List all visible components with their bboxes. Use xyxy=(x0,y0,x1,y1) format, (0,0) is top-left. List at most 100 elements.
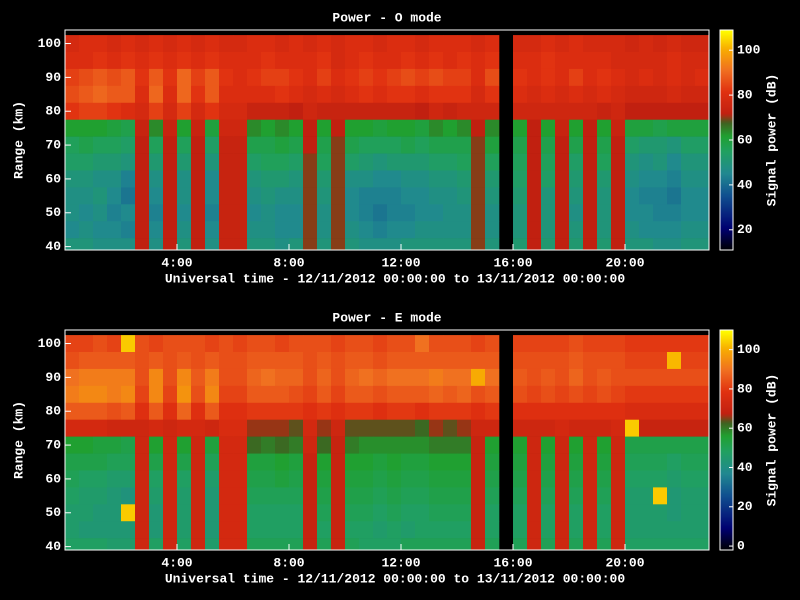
heatmap-cell xyxy=(373,403,387,420)
heatmap-cell xyxy=(331,504,345,521)
heatmap-cell xyxy=(429,420,443,437)
heatmap-cell xyxy=(317,487,331,504)
heatmap-cell xyxy=(359,420,373,437)
y-tick-label: 90 xyxy=(45,70,61,85)
heatmap-cell xyxy=(695,35,709,52)
heatmap-cell xyxy=(569,137,583,154)
heatmap-cell xyxy=(191,437,205,454)
heatmap-cell xyxy=(289,86,303,103)
heatmap-cell xyxy=(247,204,261,221)
heatmap-cell xyxy=(289,504,303,521)
heatmap-cell xyxy=(177,504,191,521)
heatmap-cell xyxy=(79,487,93,504)
heatmap-cell xyxy=(317,170,331,187)
heatmap-cell xyxy=(555,204,569,221)
heatmap-cell xyxy=(247,504,261,521)
heatmap-cell xyxy=(233,103,247,120)
heatmap-cell xyxy=(191,35,205,52)
heatmap-cell xyxy=(541,504,555,521)
heatmap-cell xyxy=(639,487,653,504)
heatmap-cell xyxy=(541,52,555,69)
heatmap-cell xyxy=(485,521,499,538)
heatmap-cell xyxy=(429,52,443,69)
heatmap-cell xyxy=(107,221,121,238)
heatmap-cells xyxy=(65,335,709,555)
x-tick-label: 20:00 xyxy=(605,555,644,570)
heatmap-cell xyxy=(443,86,457,103)
heatmap-cell xyxy=(625,221,639,238)
heatmap-cell xyxy=(331,437,345,454)
y-tick-label: 90 xyxy=(45,370,61,385)
heatmap-cell xyxy=(107,187,121,204)
heatmap-cell xyxy=(513,221,527,238)
heatmap-cells xyxy=(65,35,709,255)
heatmap-cell xyxy=(303,487,317,504)
heatmap-cell xyxy=(401,487,415,504)
heatmap-cell xyxy=(219,35,233,52)
heatmap-cell xyxy=(653,154,667,171)
heatmap-cell xyxy=(667,221,681,238)
heatmap-cell xyxy=(163,369,177,386)
heatmap-cell xyxy=(135,103,149,120)
heatmap-cell xyxy=(331,137,345,154)
heatmap-cell xyxy=(639,470,653,487)
heatmap-cell xyxy=(681,420,695,437)
heatmap-cell xyxy=(135,352,149,369)
heatmap-cell xyxy=(401,154,415,171)
heatmap-cell xyxy=(177,454,191,471)
heatmap-cell xyxy=(247,221,261,238)
heatmap-cell xyxy=(611,437,625,454)
heatmap-cell xyxy=(639,369,653,386)
heatmap-cell xyxy=(149,204,163,221)
heatmap-cell xyxy=(387,386,401,403)
heatmap-cell xyxy=(331,386,345,403)
heatmap-cell xyxy=(569,335,583,352)
heatmap-cell xyxy=(415,352,429,369)
heatmap-cell xyxy=(597,369,611,386)
heatmap-cell xyxy=(443,352,457,369)
heatmap-cell xyxy=(569,504,583,521)
heatmap-cell xyxy=(513,504,527,521)
heatmap-cell xyxy=(303,335,317,352)
heatmap-cell xyxy=(275,504,289,521)
heatmap-cell xyxy=(541,221,555,238)
heatmap-cell xyxy=(457,454,471,471)
heatmap-cell xyxy=(695,154,709,171)
heatmap-cell xyxy=(485,120,499,137)
heatmap-cell xyxy=(373,420,387,437)
heatmap-cell xyxy=(667,487,681,504)
heatmap-cell xyxy=(107,52,121,69)
heatmap-cell xyxy=(149,521,163,538)
heatmap-cell xyxy=(275,403,289,420)
heatmap-cell xyxy=(373,204,387,221)
heatmap-cell xyxy=(597,187,611,204)
heatmap-cell xyxy=(415,454,429,471)
heatmap-cell xyxy=(247,335,261,352)
heatmap-cell xyxy=(555,221,569,238)
heatmap-cell xyxy=(247,437,261,454)
heatmap-cell xyxy=(485,454,499,471)
heatmap-cell xyxy=(625,369,639,386)
heatmap-cell xyxy=(681,69,695,86)
heatmap-cell xyxy=(359,487,373,504)
panel-title: Power - E mode xyxy=(332,310,441,325)
heatmap-cell xyxy=(443,187,457,204)
heatmap-cell xyxy=(443,403,457,420)
heatmap-cell xyxy=(93,420,107,437)
heatmap-cell xyxy=(79,137,93,154)
heatmap-cell xyxy=(569,403,583,420)
heatmap-cell xyxy=(79,521,93,538)
heatmap-cell xyxy=(471,86,485,103)
heatmap-cell xyxy=(667,120,681,137)
heatmap-cell xyxy=(387,170,401,187)
heatmap-cell xyxy=(387,35,401,52)
heatmap-cell xyxy=(639,437,653,454)
heatmap-cell xyxy=(107,86,121,103)
colorbar-tick-label: 40 xyxy=(737,460,753,475)
heatmap-cell xyxy=(205,204,219,221)
heatmap-cell xyxy=(387,335,401,352)
heatmap-cell xyxy=(471,103,485,120)
heatmap-cell xyxy=(667,470,681,487)
heatmap-cell xyxy=(625,470,639,487)
heatmap-cell xyxy=(471,403,485,420)
